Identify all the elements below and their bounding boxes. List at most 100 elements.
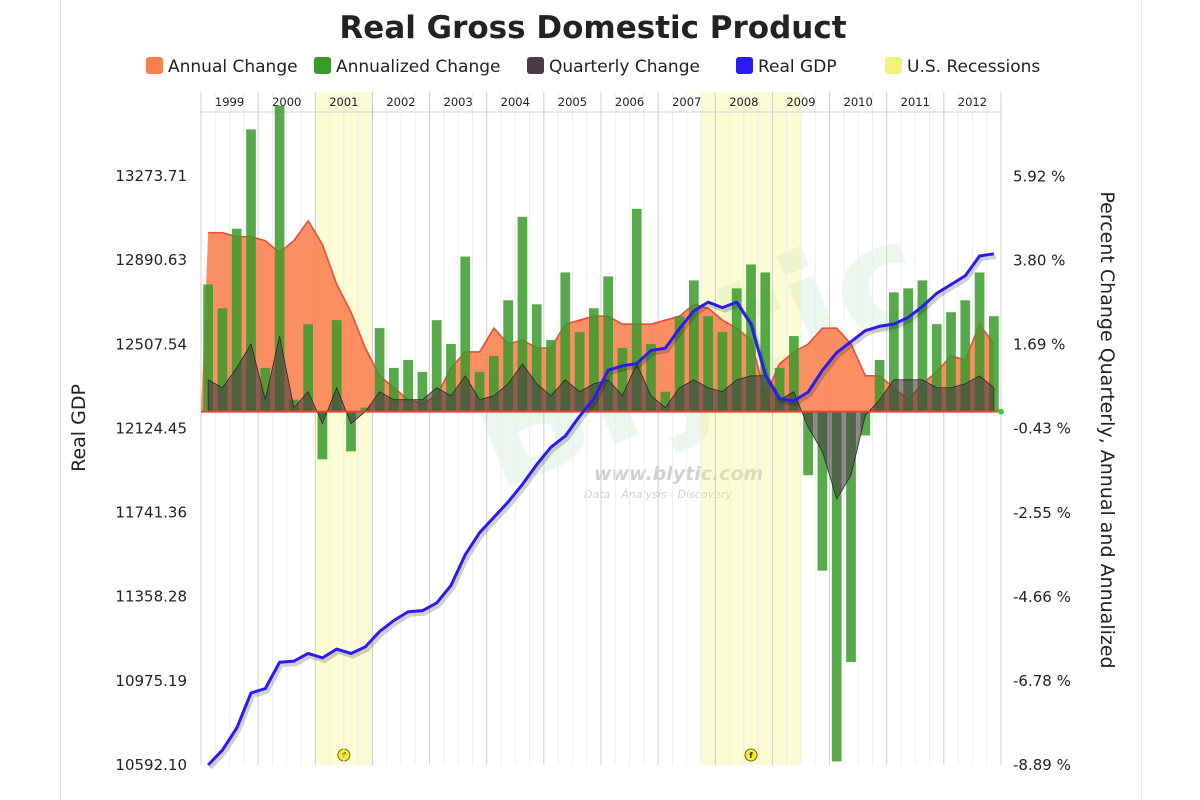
legend-item-annual[interactable]: Annual Change — [146, 57, 298, 77]
annualized-change-bar[interactable] — [960, 300, 971, 412]
year-label: 2006 — [615, 95, 644, 109]
recession-flag-icon[interactable] — [744, 748, 758, 762]
quarterly-change-area[interactable] — [207, 335, 995, 501]
annualized-change-bar[interactable] — [731, 288, 742, 412]
annualized-change-bar[interactable] — [789, 336, 799, 412]
gdp-chart: Blytic www.blytic.com Data - Analysis - … — [68, 10, 1118, 774]
annualized-change-bar[interactable] — [317, 411, 328, 460]
annual-change-line — [208, 219, 995, 405]
annualized-change-bar[interactable] — [817, 411, 828, 571]
chart-frame: Blytic www.blytic.com Data - Analysis - … — [60, 0, 1142, 800]
annualized-change-bar[interactable] — [703, 316, 713, 412]
annualized-change-bar[interactable] — [446, 344, 456, 412]
annualized-change-bar[interactable] — [546, 340, 556, 412]
annualized-change-bar[interactable] — [203, 284, 213, 412]
annualized-change-bar[interactable] — [617, 348, 628, 412]
annualized-change-bar[interactable] — [831, 411, 842, 762]
annualized-change-bar[interactable] — [560, 272, 571, 412]
annualized-change-bar[interactable] — [689, 280, 699, 412]
annualized-change-bar[interactable] — [874, 359, 885, 412]
annualized-change-bar[interactable] — [917, 280, 928, 412]
left-axis-tick-label: 12124.45 — [115, 420, 187, 438]
annualized-change-bar[interactable] — [946, 312, 956, 412]
year-label: 2007 — [672, 95, 701, 109]
annualized-change-bar[interactable] — [660, 391, 671, 412]
year-label: 2008 — [729, 95, 758, 109]
annualized-change-bar[interactable] — [389, 367, 399, 412]
annualized-change-bar[interactable] — [274, 105, 285, 412]
right-axis-title: Percent Change Quarterly, Annual and Ann… — [1096, 191, 1118, 668]
annualized-change-bar[interactable] — [246, 129, 256, 412]
annualized-change-bar[interactable] — [746, 264, 756, 412]
annualized-change-bar[interactable] — [646, 344, 656, 412]
left-axis-title: Real GDP — [68, 384, 90, 472]
annualized-change-bar[interactable] — [431, 320, 442, 412]
watermark-url: www.blytic.com — [594, 463, 763, 485]
real-gdp-line[interactable] — [207, 252, 995, 767]
annualized-change-bar[interactable] — [774, 367, 785, 412]
annualized-change-bar[interactable] — [631, 208, 642, 412]
annualized-change-bar[interactable] — [503, 300, 513, 412]
annualized-change-bar[interactable] — [674, 316, 685, 412]
annualized-change-bar[interactable] — [603, 276, 613, 412]
year-label: 2003 — [444, 95, 473, 109]
annualized-change-bar[interactable] — [374, 328, 385, 412]
legend-swatch-quarterly — [527, 57, 544, 74]
legend-item-gdp[interactable]: Real GDP — [736, 57, 837, 77]
legend-label-quarterly: Quarterly Change — [549, 57, 700, 77]
annualized-change-bar[interactable] — [474, 371, 485, 412]
annualized-change-bar[interactable] — [303, 324, 313, 412]
annualized-change-bar[interactable] — [346, 411, 356, 452]
annualized-change-bar[interactable] — [931, 324, 942, 412]
legend-swatch-recession — [885, 57, 902, 74]
annualized-change-bar[interactable] — [260, 367, 271, 412]
annualized-change-bar[interactable] — [903, 288, 913, 412]
right-axis-tick-label: -8.89 % — [1013, 756, 1071, 774]
legend-swatch-annual — [146, 57, 163, 74]
annualized-change-bar[interactable] — [331, 320, 342, 412]
annualized-change-bar[interactable] — [803, 411, 813, 476]
annualized-change-bar[interactable] — [889, 292, 899, 412]
annualized-change-bar[interactable] — [717, 332, 728, 412]
legend-label-annualized: Annualized Change — [336, 57, 500, 77]
annualized-change-bar[interactable] — [531, 304, 542, 412]
annualized-change-bar[interactable] — [460, 256, 471, 412]
right-axis-tick-label: -4.66 % — [1013, 588, 1071, 606]
legend-swatch-annualized — [314, 57, 331, 74]
left-axis-tick-label: 13273.71 — [115, 167, 187, 185]
legend-item-recession[interactable]: U.S. Recessions — [885, 57, 1040, 77]
left-axis-tick-label: 10975.19 — [115, 672, 187, 690]
right-axis-tick-label: -2.55 % — [1013, 504, 1071, 522]
year-label: 2001 — [329, 95, 358, 109]
annualized-change-bar[interactable] — [517, 216, 528, 412]
right-axis-tick-label: -0.43 % — [1013, 420, 1071, 438]
left-axis-tick-label: 11358.28 — [115, 588, 187, 606]
annualized-change-bar[interactable] — [574, 332, 585, 412]
left-axis-tick-label: 11741.36 — [115, 504, 187, 522]
annualized-change-bar[interactable] — [989, 316, 999, 412]
legend-label-recession: U.S. Recessions — [907, 57, 1040, 77]
left-axis-tick-label: 10592.10 — [115, 756, 187, 774]
year-label: 2000 — [272, 95, 301, 109]
annualized-change-bar[interactable] — [860, 411, 871, 436]
legend-item-quarterly[interactable]: Quarterly Change — [527, 57, 700, 77]
left-axis-tick-label: 12507.54 — [115, 335, 187, 353]
annualized-change-bar[interactable] — [589, 308, 599, 412]
annualized-change-bar[interactable] — [403, 359, 413, 412]
annualized-change-bar[interactable] — [974, 272, 985, 412]
annualized-change-bar[interactable] — [360, 407, 371, 412]
annualized-change-bar[interactable] — [489, 355, 499, 412]
legend-swatch-gdp — [736, 57, 753, 74]
year-label: 2012 — [958, 95, 987, 109]
recession-band[interactable] — [701, 92, 801, 765]
annualized-change-bar[interactable] — [760, 272, 771, 412]
legend-label-annual: Annual Change — [168, 57, 298, 77]
year-label: 2011 — [901, 95, 930, 109]
annualized-change-bar[interactable] — [846, 411, 856, 663]
annualized-change-bar[interactable] — [417, 371, 428, 412]
year-label: 2005 — [558, 95, 587, 109]
year-label: 2004 — [501, 95, 530, 109]
legend-item-annualized[interactable]: Annualized Change — [314, 57, 500, 77]
annualized-change-bar[interactable] — [217, 308, 228, 412]
annualized-change-bar[interactable] — [231, 228, 242, 412]
